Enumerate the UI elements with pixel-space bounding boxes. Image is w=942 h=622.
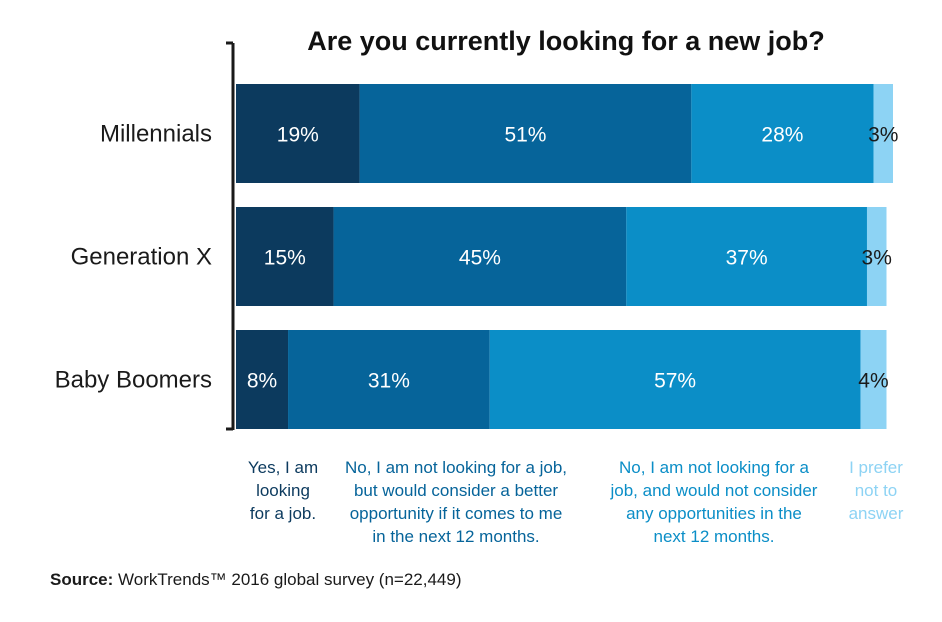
source-text: WorkTrends™ 2016 global survey (n=22,449… <box>113 570 461 589</box>
legend-entry: I prefer not to answer <box>849 458 904 523</box>
bars-group: Millennials 19% 51% 28% 3% Generation X 15% 45%… <box>55 84 898 429</box>
data-label: 37% <box>726 247 768 270</box>
bar-segment <box>236 207 334 306</box>
legend-line: looking <box>256 481 310 500</box>
legend-line: for a job. <box>250 504 316 523</box>
bar-segment <box>860 330 887 429</box>
bar-segment <box>866 207 887 306</box>
legend-line: any opportunities in the <box>626 504 802 523</box>
source-note: Source: WorkTrends™ 2016 global survey (… <box>50 570 462 589</box>
data-label: 57% <box>654 370 696 393</box>
data-label: 31% <box>368 370 410 393</box>
bar-segment <box>873 84 893 183</box>
bar-segment <box>236 84 360 183</box>
bar-segment <box>626 207 867 306</box>
legend-line: No, I am not looking for a <box>619 458 809 477</box>
data-label: 45% <box>459 247 501 270</box>
data-label: 51% <box>504 124 546 147</box>
source-label: Source: <box>50 570 113 589</box>
legend: Yes, I am looking for a job. No, I am not l… <box>248 458 904 546</box>
bar-segment <box>691 84 874 183</box>
bar-segment <box>236 330 289 429</box>
data-label: 8% <box>247 370 277 393</box>
legend-line: but would consider a better <box>354 481 558 500</box>
data-label: 28% <box>761 124 803 147</box>
legend-entry: No, I am not looking for a job, and would… <box>610 458 818 546</box>
category-label: Generation X <box>71 244 212 271</box>
category-label: Millennials <box>100 121 212 148</box>
data-label: 4% <box>858 370 888 393</box>
legend-line: job, and would not consider <box>610 481 818 500</box>
legend-line: opportunity if it comes to me <box>350 504 563 523</box>
category-label: Baby Boomers <box>55 367 212 394</box>
legend-entry: Yes, I am looking for a job. <box>248 458 318 523</box>
legend-line: next 12 months. <box>654 527 775 546</box>
legend-line: No, I am not looking for a job, <box>345 458 567 477</box>
data-label: 3% <box>868 124 898 147</box>
chart-title: Are you currently looking for a new job? <box>307 26 825 56</box>
legend-line: Yes, I am <box>248 458 318 477</box>
bar-segment <box>359 84 692 183</box>
legend-line: answer <box>849 504 904 523</box>
bar-segment <box>489 330 861 429</box>
legend-line: in the next 12 months. <box>372 527 539 546</box>
legend-line: not to <box>855 481 898 500</box>
legend-entry: No, I am not looking for a job, but would… <box>345 458 567 546</box>
data-label: 19% <box>277 124 319 147</box>
data-label: 15% <box>264 247 306 270</box>
bar-segment <box>333 207 627 306</box>
data-label: 3% <box>862 247 892 270</box>
bar-segment <box>288 330 490 429</box>
legend-line: I prefer <box>849 458 903 477</box>
